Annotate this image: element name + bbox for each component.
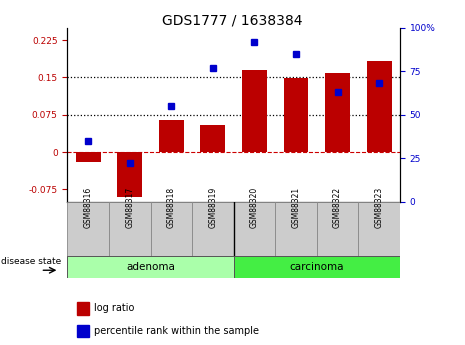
FancyBboxPatch shape — [233, 202, 275, 257]
Text: GSM88318: GSM88318 — [167, 187, 176, 228]
Text: GSM88320: GSM88320 — [250, 187, 259, 228]
Text: disease state: disease state — [1, 257, 61, 266]
Text: GSM88323: GSM88323 — [375, 187, 384, 228]
Bar — [242, 70, 267, 152]
Bar — [325, 73, 350, 152]
Bar — [200, 125, 226, 152]
FancyBboxPatch shape — [233, 256, 400, 278]
Text: GDS1777 / 1638384: GDS1777 / 1638384 — [162, 14, 303, 28]
Text: GSM88319: GSM88319 — [208, 187, 217, 228]
FancyBboxPatch shape — [359, 202, 400, 257]
Bar — [77, 325, 89, 337]
FancyBboxPatch shape — [317, 202, 359, 257]
Text: percentile rank within the sample: percentile rank within the sample — [94, 326, 259, 336]
FancyBboxPatch shape — [151, 202, 192, 257]
FancyBboxPatch shape — [192, 202, 233, 257]
Text: carcinoma: carcinoma — [290, 262, 344, 272]
Bar — [366, 61, 392, 152]
Text: log ratio: log ratio — [94, 303, 134, 313]
Bar — [76, 152, 100, 162]
Bar — [117, 152, 142, 197]
FancyBboxPatch shape — [275, 202, 317, 257]
Text: GSM88317: GSM88317 — [125, 187, 134, 228]
Bar — [77, 302, 89, 315]
Text: adenoma: adenoma — [126, 262, 175, 272]
FancyBboxPatch shape — [109, 202, 151, 257]
Text: GSM88322: GSM88322 — [333, 187, 342, 228]
Bar — [284, 78, 308, 152]
Text: GSM88316: GSM88316 — [84, 187, 93, 228]
Text: GSM88321: GSM88321 — [292, 187, 300, 228]
FancyBboxPatch shape — [67, 202, 109, 257]
FancyBboxPatch shape — [67, 256, 233, 278]
Bar — [159, 120, 184, 152]
